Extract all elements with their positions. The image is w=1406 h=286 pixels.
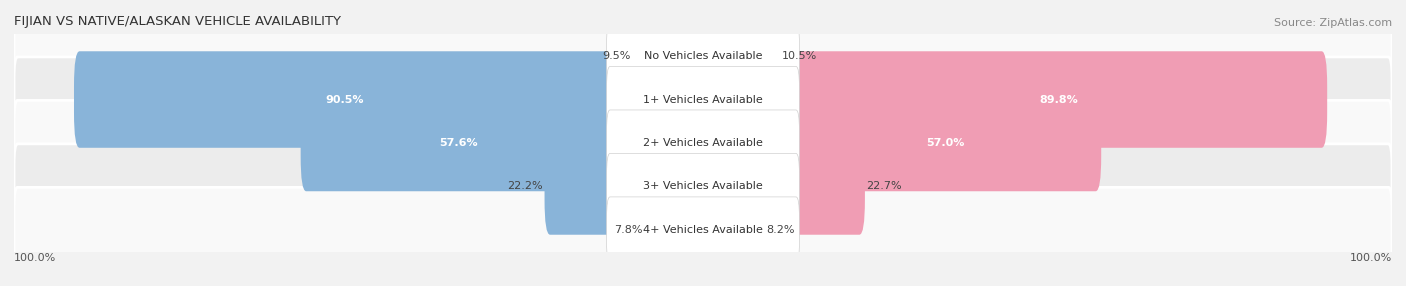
Text: 7.8%: 7.8% — [614, 225, 643, 235]
FancyBboxPatch shape — [790, 95, 1101, 191]
Text: 9.5%: 9.5% — [602, 51, 631, 61]
FancyBboxPatch shape — [606, 153, 800, 220]
Text: 1+ Vehicles Available: 1+ Vehicles Available — [643, 95, 763, 104]
Text: 22.2%: 22.2% — [508, 182, 543, 191]
FancyBboxPatch shape — [790, 51, 1327, 148]
Text: 57.0%: 57.0% — [927, 138, 965, 148]
Text: 10.5%: 10.5% — [782, 51, 817, 61]
Text: 22.7%: 22.7% — [866, 182, 901, 191]
Text: 2+ Vehicles Available: 2+ Vehicles Available — [643, 138, 763, 148]
FancyBboxPatch shape — [14, 144, 1392, 229]
Text: 3+ Vehicles Available: 3+ Vehicles Available — [643, 182, 763, 191]
FancyBboxPatch shape — [14, 57, 1392, 142]
FancyBboxPatch shape — [606, 110, 800, 176]
Text: 57.6%: 57.6% — [439, 138, 478, 148]
Text: 89.8%: 89.8% — [1039, 95, 1078, 104]
FancyBboxPatch shape — [14, 100, 1392, 186]
Text: No Vehicles Available: No Vehicles Available — [644, 51, 762, 61]
Text: 4+ Vehicles Available: 4+ Vehicles Available — [643, 225, 763, 235]
Text: 100.0%: 100.0% — [1350, 253, 1392, 263]
FancyBboxPatch shape — [75, 51, 616, 148]
Text: 100.0%: 100.0% — [14, 253, 56, 263]
FancyBboxPatch shape — [14, 187, 1392, 273]
Text: Source: ZipAtlas.com: Source: ZipAtlas.com — [1274, 18, 1392, 28]
FancyBboxPatch shape — [544, 138, 616, 235]
FancyBboxPatch shape — [606, 197, 800, 263]
Text: 90.5%: 90.5% — [326, 95, 364, 104]
FancyBboxPatch shape — [301, 95, 616, 191]
FancyBboxPatch shape — [790, 138, 865, 235]
Text: 8.2%: 8.2% — [766, 225, 794, 235]
FancyBboxPatch shape — [606, 23, 800, 89]
FancyBboxPatch shape — [14, 13, 1392, 99]
Text: FIJIAN VS NATIVE/ALASKAN VEHICLE AVAILABILITY: FIJIAN VS NATIVE/ALASKAN VEHICLE AVAILAB… — [14, 15, 342, 28]
FancyBboxPatch shape — [606, 66, 800, 133]
